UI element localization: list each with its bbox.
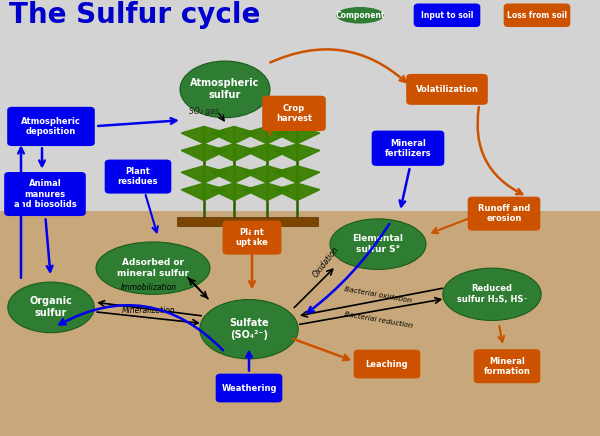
- Text: Immobilization: Immobilization: [121, 283, 177, 292]
- Ellipse shape: [8, 282, 94, 333]
- Ellipse shape: [336, 7, 384, 24]
- Bar: [177, 217, 318, 226]
- Polygon shape: [204, 166, 227, 183]
- Polygon shape: [181, 183, 204, 201]
- Polygon shape: [234, 126, 257, 144]
- Text: Weathering: Weathering: [221, 384, 277, 392]
- FancyBboxPatch shape: [372, 131, 444, 166]
- Polygon shape: [234, 144, 257, 161]
- Text: Sulfate
(SO₄²⁻): Sulfate (SO₄²⁻): [229, 318, 269, 340]
- Text: The Sulfur cycle: The Sulfur cycle: [9, 1, 260, 29]
- FancyBboxPatch shape: [104, 160, 172, 194]
- Polygon shape: [244, 166, 267, 183]
- Polygon shape: [297, 166, 320, 183]
- Text: Plant
residues: Plant residues: [118, 167, 158, 186]
- FancyBboxPatch shape: [406, 74, 488, 105]
- Polygon shape: [297, 144, 320, 161]
- Text: Organic
sulfur: Organic sulfur: [29, 296, 73, 318]
- FancyBboxPatch shape: [354, 350, 420, 378]
- Ellipse shape: [330, 219, 426, 269]
- Polygon shape: [274, 166, 297, 183]
- Text: Plant
uptake: Plant uptake: [236, 228, 268, 247]
- Polygon shape: [274, 183, 297, 201]
- Text: Crop
harvest: Crop harvest: [276, 104, 312, 123]
- Ellipse shape: [180, 61, 270, 118]
- FancyBboxPatch shape: [468, 197, 540, 231]
- FancyBboxPatch shape: [414, 3, 481, 27]
- Polygon shape: [274, 126, 297, 144]
- Bar: [0, 0, 600, 211]
- Polygon shape: [267, 166, 290, 183]
- Text: Runoff and
erosion: Runoff and erosion: [478, 204, 530, 223]
- FancyBboxPatch shape: [474, 349, 540, 383]
- Text: Mineralization: Mineralization: [122, 306, 176, 315]
- Polygon shape: [204, 126, 227, 144]
- Polygon shape: [211, 144, 234, 161]
- FancyBboxPatch shape: [262, 95, 326, 131]
- Text: Reduced
sulfur H₂S, HS⁻: Reduced sulfur H₂S, HS⁻: [457, 284, 527, 304]
- Ellipse shape: [443, 268, 541, 320]
- Text: Atmospheric
deposition: Atmospheric deposition: [21, 117, 81, 136]
- Polygon shape: [274, 144, 297, 161]
- Polygon shape: [204, 183, 227, 201]
- Text: Mineral
formation: Mineral formation: [484, 357, 530, 376]
- Polygon shape: [234, 166, 257, 183]
- Ellipse shape: [96, 242, 210, 294]
- Polygon shape: [211, 183, 234, 201]
- Polygon shape: [211, 126, 234, 144]
- Polygon shape: [244, 144, 267, 161]
- Polygon shape: [204, 144, 227, 161]
- Text: Component: Component: [335, 11, 385, 20]
- Text: Bacterial reduction: Bacterial reduction: [343, 310, 413, 329]
- Text: Input to soil: Input to soil: [421, 11, 473, 20]
- Polygon shape: [181, 144, 204, 161]
- Polygon shape: [181, 166, 204, 183]
- Text: Adsorbed or
mineral sulfur: Adsorbed or mineral sulfur: [117, 258, 189, 278]
- FancyBboxPatch shape: [504, 3, 570, 27]
- Text: Elemental
sulfur S°: Elemental sulfur S°: [353, 234, 404, 254]
- Text: Animal
manures
and biosolids: Animal manures and biosolids: [14, 179, 76, 209]
- FancyBboxPatch shape: [223, 221, 281, 255]
- Polygon shape: [297, 183, 320, 201]
- Text: Bacterial oxidation: Bacterial oxidation: [344, 286, 412, 304]
- Text: Leaching: Leaching: [365, 360, 409, 368]
- FancyBboxPatch shape: [4, 172, 86, 216]
- Text: Atmospheric
sulfur: Atmospheric sulfur: [190, 78, 260, 100]
- Polygon shape: [181, 126, 204, 144]
- Polygon shape: [244, 126, 267, 144]
- Polygon shape: [234, 183, 257, 201]
- Polygon shape: [267, 126, 290, 144]
- Polygon shape: [211, 166, 234, 183]
- FancyBboxPatch shape: [7, 107, 95, 146]
- FancyBboxPatch shape: [216, 374, 283, 402]
- Text: Mineral
fertilizers: Mineral fertilizers: [385, 139, 431, 158]
- Bar: [0, 211, 600, 436]
- Text: SO₂ gas: SO₂ gas: [189, 107, 219, 116]
- Polygon shape: [297, 126, 320, 144]
- Polygon shape: [267, 144, 290, 161]
- Polygon shape: [244, 183, 267, 201]
- Ellipse shape: [200, 300, 298, 359]
- Polygon shape: [267, 183, 290, 201]
- Text: Oxidation: Oxidation: [311, 244, 341, 279]
- Text: Volatilization: Volatilization: [416, 85, 478, 94]
- Text: Loss from soil: Loss from soil: [507, 11, 567, 20]
